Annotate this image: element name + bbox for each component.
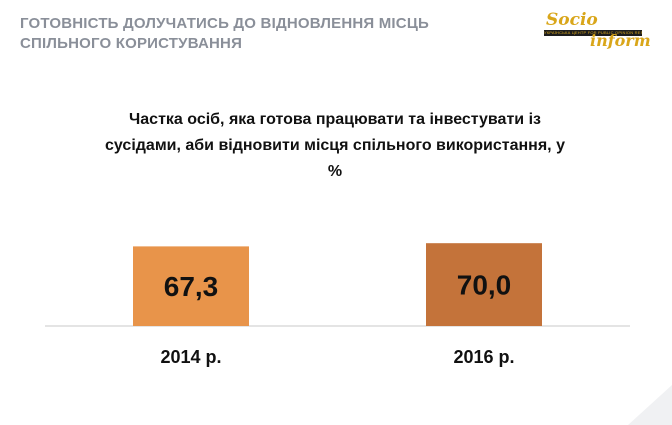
slide-header-title: ГОТОВНІСТЬ ДОЛУЧАТИСЬ ДО ВІДНОВЛЕННЯ МІС…: [20, 15, 429, 52]
chart-title: Частка осіб, яка готова працювати та інв…: [105, 111, 565, 180]
logo-text-bottom: inform: [590, 31, 651, 50]
socioinform-logo: Socio УКРАЇНСЬКА ЦЕНТР FOR PUBLIC OPINIO…: [538, 10, 651, 50]
bar-value-label-2: 70,0: [457, 270, 512, 301]
category-label-2: 2016 р.: [453, 347, 514, 367]
logo-text-top: Socio: [546, 10, 598, 30]
bar-value-label-1: 67,3: [164, 271, 219, 302]
bar-2: [426, 243, 542, 326]
page-corner-decoration: [628, 385, 672, 425]
category-label-1: 2014 р.: [160, 347, 221, 367]
bars-group: 67,3 2014 р. 70,0 2016 р.: [133, 243, 542, 367]
logo-tagline: УКРАЇНСЬКА ЦЕНТР FOR PUBLIC OPINION RESE…: [544, 30, 642, 36]
bar-1: [133, 246, 249, 326]
